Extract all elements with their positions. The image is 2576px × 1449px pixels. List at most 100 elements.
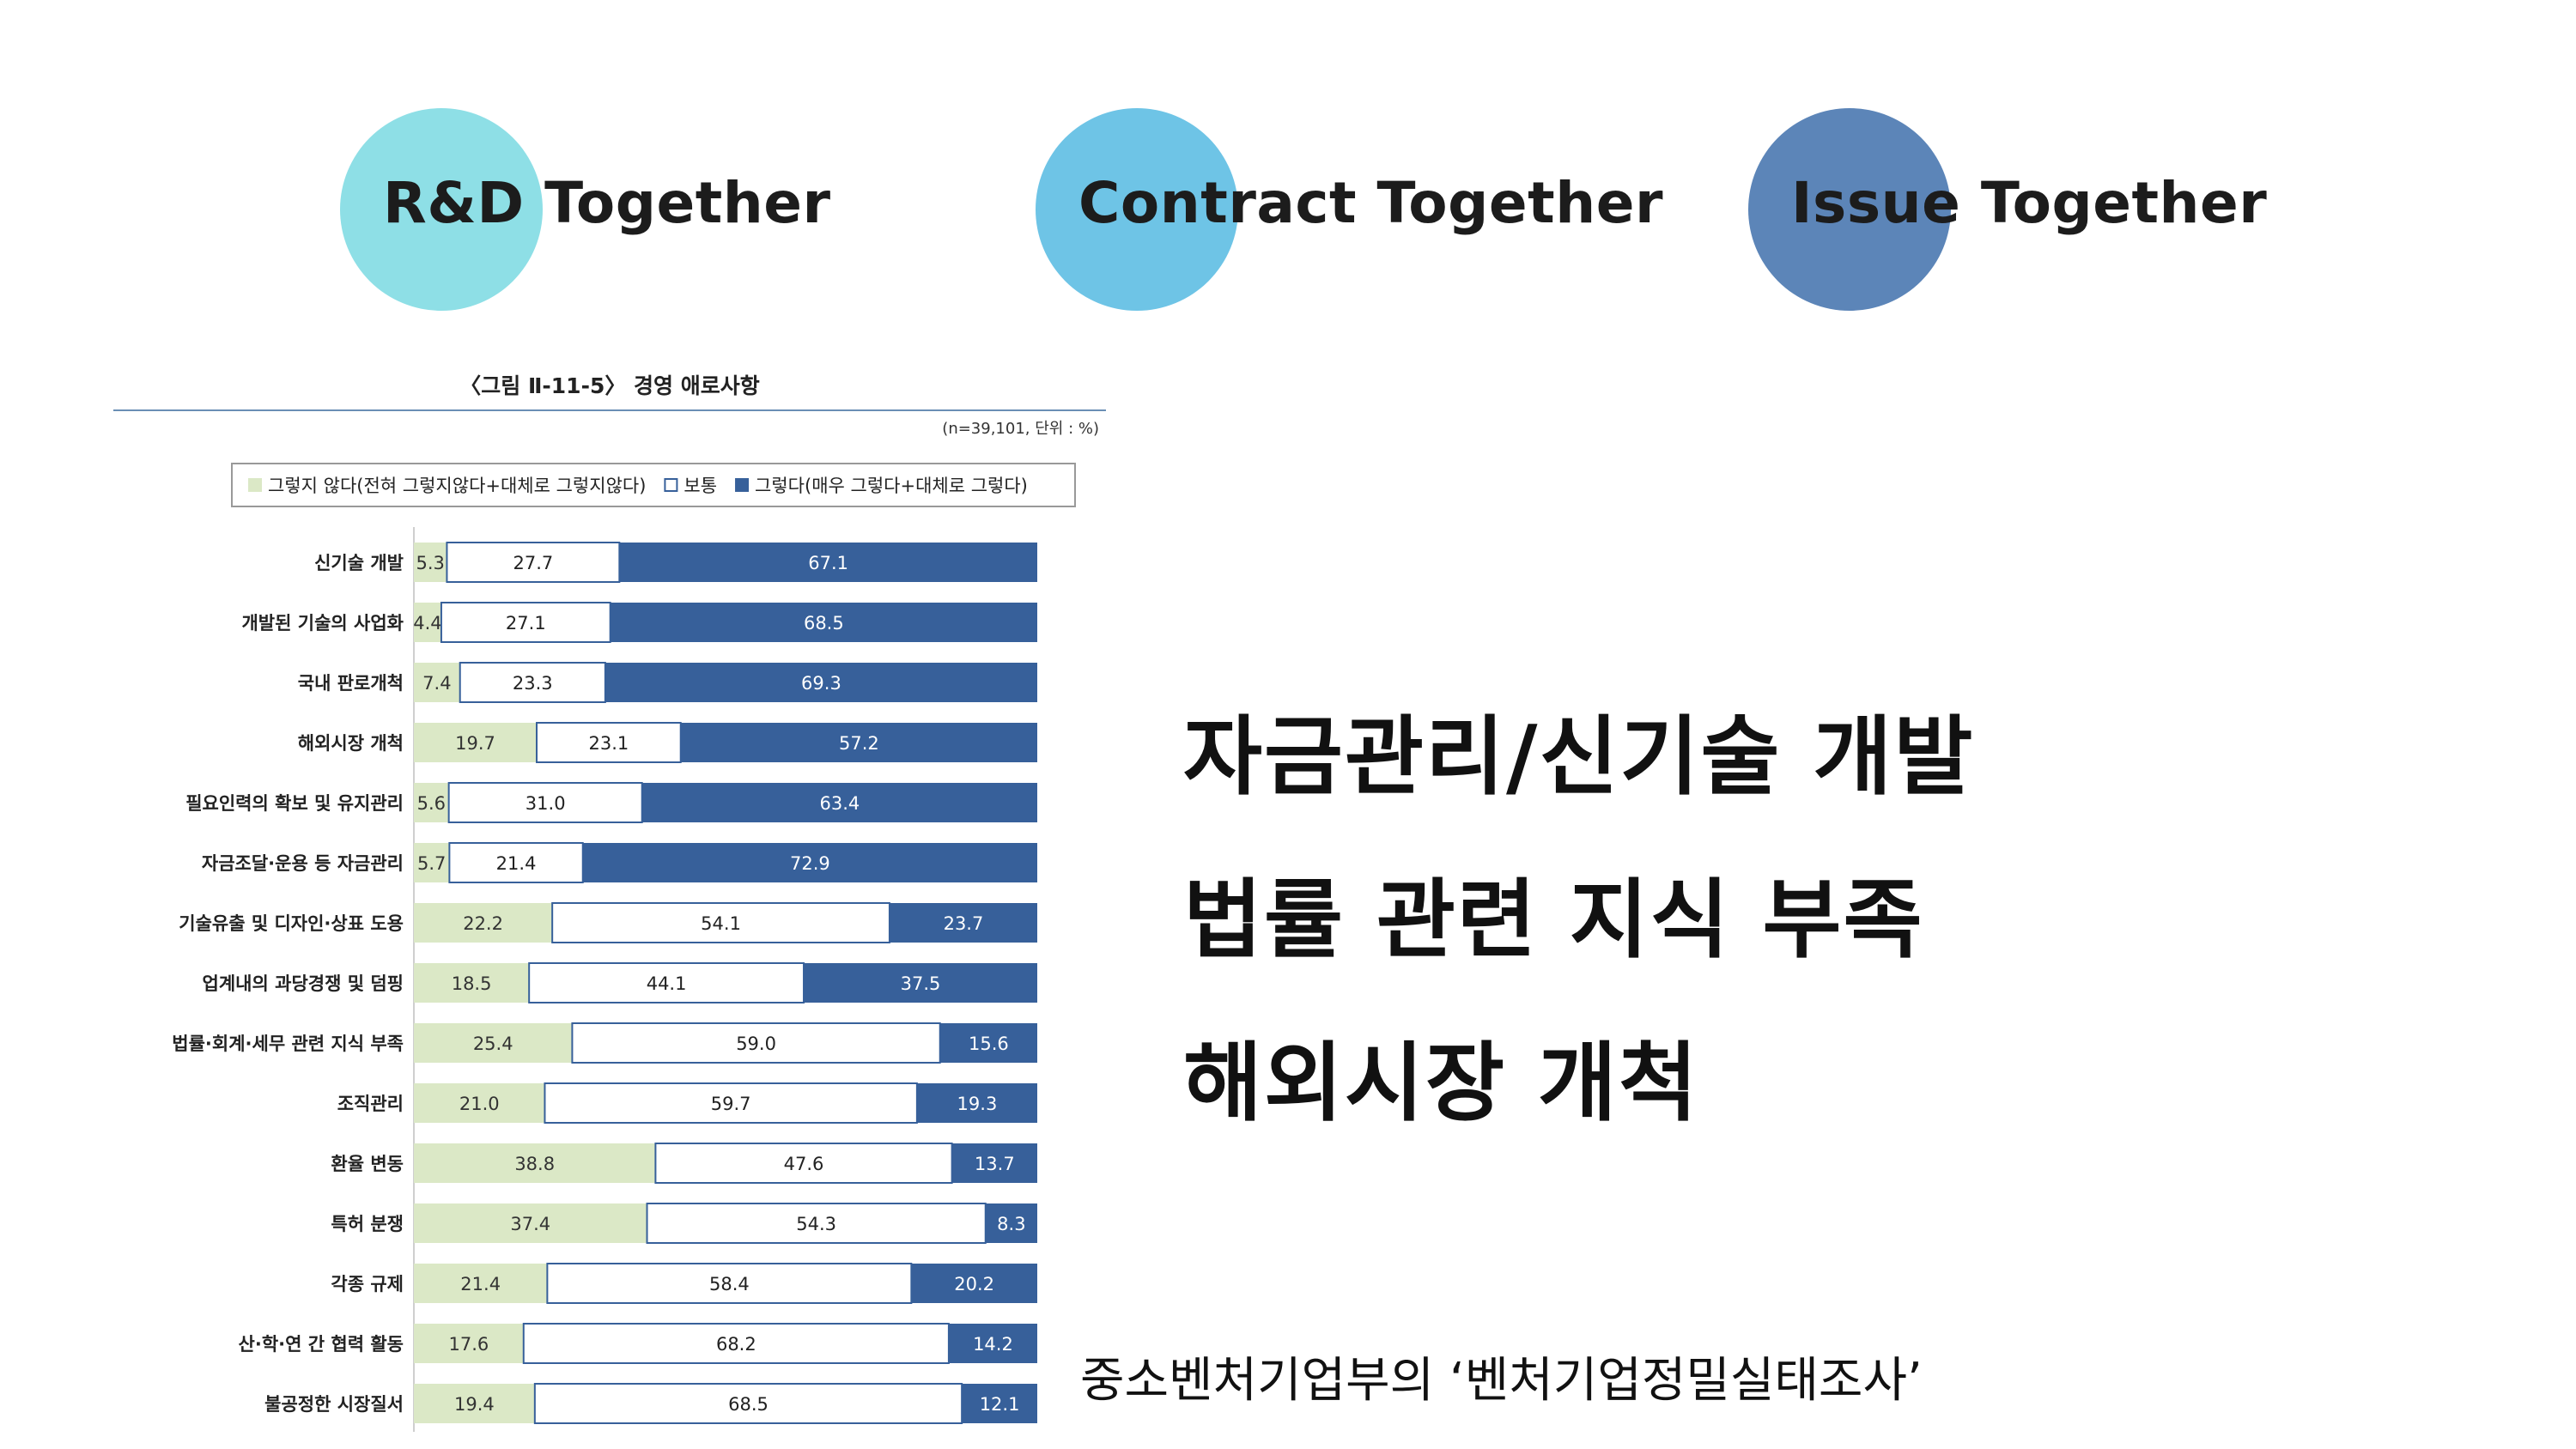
category-label: 개발된 기술의 사업화 [241, 613, 404, 634]
bar-disagree [414, 603, 441, 642]
bar-neutral [544, 1082, 918, 1124]
value-label-agree: 8.3 [997, 1214, 1025, 1234]
value-label-neutral: 23.3 [513, 673, 553, 694]
category-label: 국내 판로개척 [298, 673, 404, 694]
value-label-disagree: 25.4 [473, 1034, 513, 1054]
value-label-disagree: 21.0 [459, 1094, 500, 1114]
category-label: 불공정한 시장질서 [264, 1394, 404, 1415]
category-label: 기술유출 및 디자인·상표 도용 [179, 913, 404, 934]
bar-disagree [414, 543, 447, 582]
value-label-disagree: 22.2 [463, 913, 503, 934]
value-label-agree: 13.7 [975, 1154, 1015, 1174]
value-label-neutral: 21.4 [496, 853, 537, 874]
category-label: 조직관리 [337, 1094, 404, 1114]
chart-title: 〈그림 Ⅱ-11-5〉 경영 애로사항 [459, 373, 760, 398]
contract-together-label: Contract Together [1078, 170, 1664, 236]
bar-neutral [440, 602, 611, 643]
bar-agree [939, 1023, 1037, 1063]
category-label: 자금조달·운용 등 자금관리 [202, 853, 404, 874]
issue-together-label: Issue Together [1791, 170, 2268, 236]
legend-frame [231, 463, 1076, 507]
bar-agree [641, 783, 1037, 822]
bar-agree [619, 543, 1037, 582]
value-label-disagree: 5.7 [417, 853, 446, 874]
bar-agree [680, 723, 1037, 762]
bar-agree [582, 843, 1037, 882]
value-label-disagree: 5.3 [416, 553, 445, 573]
bar-disagree [414, 843, 450, 882]
category-label: 해외시장 개척 [298, 733, 404, 754]
bar-neutral [536, 722, 682, 763]
value-label-neutral: 54.3 [796, 1214, 836, 1234]
legend-label-3: 그렇다(매우 그렇다+대체로 그렇다) [755, 476, 1028, 496]
bar-agree [804, 963, 1037, 1003]
chart-note: (n=39,101, 단위 : %) [942, 420, 1099, 438]
bar-disagree [414, 783, 449, 822]
key-point-legal-knowledge: 법률 관련 지식 부족 [1183, 870, 1924, 970]
bar-neutral [448, 842, 584, 883]
legend-swatch-2 [664, 478, 678, 492]
value-label-disagree: 38.8 [514, 1154, 555, 1174]
value-label-agree: 15.6 [969, 1034, 1009, 1054]
rd-together-circle [340, 108, 543, 311]
category-label: 특허 분쟁 [331, 1214, 404, 1234]
category-label: 법률·회계·세무 관련 지식 부족 [172, 1034, 404, 1054]
value-label-neutral: 68.2 [716, 1334, 756, 1355]
bar-agree [889, 903, 1037, 943]
value-label-disagree: 37.4 [510, 1214, 550, 1234]
value-label-neutral: 68.5 [728, 1394, 769, 1415]
value-label-disagree: 19.4 [454, 1394, 495, 1415]
value-label-agree: 69.3 [801, 673, 841, 694]
value-label-disagree: 19.7 [455, 733, 495, 754]
category-label: 신기술 개발 [314, 553, 404, 573]
bar-agree [605, 663, 1037, 702]
value-label-disagree: 17.6 [449, 1334, 489, 1355]
bar-disagree [414, 723, 538, 762]
bar-disagree [414, 663, 460, 702]
value-label-disagree: 18.5 [452, 973, 492, 994]
issue-together-circle [1748, 108, 1951, 311]
bar-disagree [414, 1384, 535, 1423]
key-point-funding-tech: 자금관리/신기술 개발 [1183, 706, 1975, 807]
bar-agree [985, 1203, 1037, 1243]
bar-disagree [414, 903, 553, 943]
value-label-agree: 20.2 [954, 1274, 994, 1294]
bar-agree [916, 1083, 1037, 1123]
bar-disagree [414, 1083, 545, 1123]
value-label-neutral: 27.7 [513, 553, 554, 573]
legend-label-1: 그렇지 않다(전혀 그렇지않다+대체로 그렇지않다) [268, 476, 646, 496]
bar-disagree [414, 1324, 524, 1363]
bar-neutral [646, 1203, 987, 1244]
bar-disagree [414, 963, 530, 1003]
value-label-agree: 57.2 [839, 733, 879, 754]
category-label: 산·학·연 간 협력 활동 [239, 1334, 404, 1355]
bar-neutral [522, 1323, 950, 1364]
key-point-overseas-market: 해외시장 개척 [1183, 1033, 1699, 1133]
bar-disagree [414, 1023, 573, 1063]
value-label-agree: 68.5 [804, 613, 844, 634]
category-label: 각종 규제 [331, 1274, 404, 1294]
value-label-neutral: 23.1 [588, 733, 629, 754]
bar-agree [610, 603, 1037, 642]
value-label-agree: 19.3 [957, 1094, 998, 1114]
value-label-disagree: 5.6 [417, 793, 446, 814]
chart-legend: 그렇지 않다(전혀 그렇지않다+대체로 그렇지않다) 보통 그렇다(매우 그렇다+대… [231, 463, 1076, 507]
management-difficulties-chart: 〈그림 Ⅱ-11-5〉 경영 애로사항 (n=39,101, 단위 : %) 그… [113, 373, 1106, 1432]
bar-agree [951, 1143, 1037, 1183]
value-label-neutral: 54.1 [701, 913, 741, 934]
bar-agree [948, 1324, 1037, 1363]
legend-swatch-1 [248, 478, 262, 492]
bar-agree [911, 1264, 1037, 1303]
value-label-agree: 37.5 [901, 973, 941, 994]
bar-disagree [414, 1143, 656, 1183]
category-label: 환율 변동 [331, 1154, 404, 1174]
bar-neutral [546, 1263, 913, 1304]
legend-label-2: 보통 [683, 476, 717, 496]
bar-neutral [551, 902, 890, 943]
source-citation: 중소벤처기업부의 ‘벤처기업정밀실태조사’ [1080, 1353, 1923, 1409]
legend-swatch-3 [735, 478, 750, 492]
contract-together-circle [1036, 108, 1238, 311]
value-label-agree: 67.1 [808, 553, 848, 573]
bar-agree [962, 1384, 1037, 1423]
value-label-neutral: 59.7 [711, 1094, 751, 1114]
